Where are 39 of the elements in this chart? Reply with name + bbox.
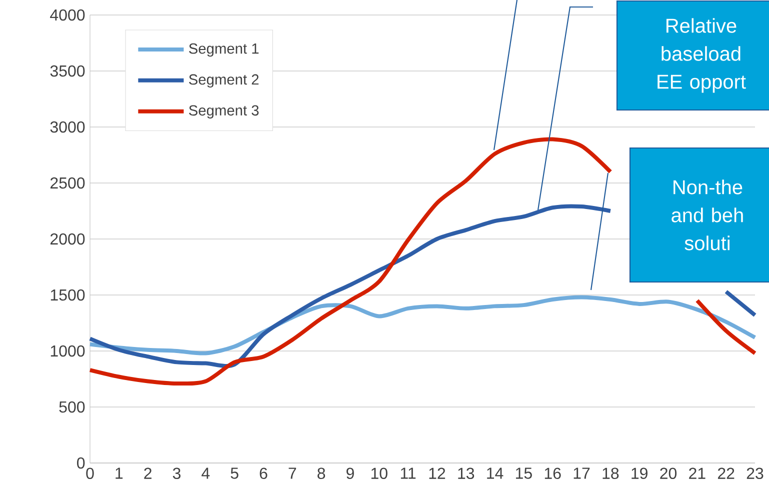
legend-label: Segment 1 — [189, 43, 259, 57]
y-tick-label: 2500 — [50, 177, 85, 189]
x-tick-label: 20 — [660, 468, 677, 480]
x-tick-label: 10 — [371, 468, 388, 480]
x-tick-label: 19 — [632, 468, 648, 480]
line-series — [88, 295, 757, 356]
x-tick-label: 11 — [400, 468, 416, 479]
x-tick-label: 15 — [516, 468, 532, 479]
x-tick-label: 14 — [487, 468, 504, 479]
x-tick-label: 8 — [318, 468, 326, 480]
x-tick-label: 4 — [202, 468, 210, 479]
annotation: Relative baseload EE opport — [658, 18, 746, 93]
legend-label: Segment 3 — [189, 105, 259, 118]
x-tick-label: 23 — [746, 468, 764, 480]
x-tick-label: 12 — [429, 468, 446, 479]
y-tick-label: 4000 — [50, 9, 85, 21]
x-tick-label: 1 — [116, 468, 123, 479]
x-tick-label: 7 — [288, 468, 296, 479]
y-tick-label: 3000 — [50, 121, 85, 133]
x-tick-label: 6 — [260, 468, 268, 480]
legend-label: Segment 2 — [189, 74, 259, 88]
x-tick-label: 3 — [172, 468, 180, 480]
y-tick-label: 1500 — [50, 289, 85, 301]
x-tick-label: 9 — [346, 468, 354, 480]
y-tick-label: 1000 — [50, 345, 85, 357]
y-tick-label: 3500 — [50, 65, 85, 77]
x-tick-label: 5 — [230, 468, 238, 479]
x-tick-label: 16 — [544, 468, 561, 480]
x-tick-label: 2 — [144, 468, 152, 479]
x-tick-label: 17 — [574, 468, 590, 479]
annotation: Non-the and beh soluti — [672, 180, 743, 250]
y-tick-label: 0 — [77, 457, 85, 469]
x-tick-label: 21 — [689, 468, 706, 479]
x-tick-label: 22 — [718, 468, 734, 479]
x-tick-label: 13 — [458, 468, 474, 480]
x-tick-label: 0 — [86, 468, 94, 480]
y-tick-label: 500 — [59, 401, 85, 413]
y-tick-label: 2000 — [50, 233, 85, 245]
x-tick-label: 18 — [602, 468, 619, 480]
